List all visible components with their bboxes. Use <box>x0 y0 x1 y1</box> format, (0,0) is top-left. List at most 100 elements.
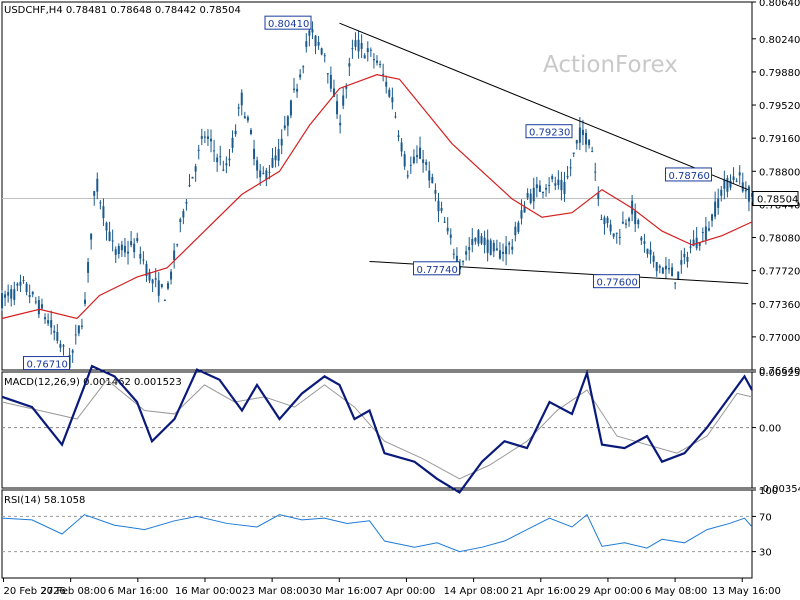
candle-body <box>692 239 695 247</box>
candle-body <box>489 240 492 256</box>
candle-body <box>711 214 714 221</box>
candle-body <box>585 132 588 145</box>
candle-body <box>465 251 468 255</box>
time-tick-label: 16 Mar 00:00 <box>175 586 242 597</box>
candle-body <box>96 178 99 192</box>
candle-body <box>127 251 130 254</box>
candle-body <box>323 55 326 57</box>
candle-body <box>609 224 612 232</box>
candle-body <box>474 237 477 242</box>
candle-body <box>640 237 643 241</box>
candle-body <box>83 299 86 304</box>
time-tick-label: 14 Apr 08:00 <box>444 586 509 597</box>
candle-body <box>431 177 434 184</box>
candle-body <box>182 211 185 218</box>
candle-body <box>332 88 335 97</box>
candle-body <box>305 41 308 47</box>
candle-body <box>139 253 142 259</box>
candle-body <box>274 155 277 161</box>
candle-body <box>16 283 19 286</box>
candle-body <box>296 88 299 92</box>
candle-body <box>751 193 753 197</box>
candle-body <box>185 202 188 204</box>
rsi-layer: 100 70 30 <box>1 486 778 559</box>
candle-body <box>391 97 394 103</box>
candle-body <box>618 236 621 238</box>
candle-body <box>572 152 575 154</box>
candle-body <box>732 176 735 181</box>
candle-body <box>661 267 664 274</box>
candle-body <box>299 74 302 78</box>
candle-body <box>47 320 50 324</box>
candle-body <box>455 255 458 265</box>
candle-body <box>243 116 246 119</box>
candle-body <box>157 280 160 296</box>
panel-frame-2 <box>1 489 753 579</box>
candle-body <box>240 92 243 106</box>
candle-body <box>382 74 385 76</box>
candle-body <box>262 172 265 174</box>
candle-body <box>28 294 31 298</box>
macd-label: MACD(12,26,9) 0.001462 0.001523 <box>4 377 182 388</box>
candle-body <box>545 187 548 190</box>
candle-body <box>289 100 292 116</box>
candle-body <box>228 158 231 161</box>
candle-body <box>302 66 305 68</box>
candle-body <box>314 35 317 47</box>
candle-body <box>434 190 437 194</box>
macd-signal-line <box>1 379 753 480</box>
candle-body <box>492 242 495 252</box>
candle-body <box>336 101 339 115</box>
candle-body <box>557 179 560 186</box>
time-tick-label: 6 May 08:00 <box>645 586 707 597</box>
candle-body <box>621 221 624 224</box>
price-tick-label: 0.77360 <box>759 300 800 311</box>
candle-body <box>581 129 584 136</box>
candle-body <box>440 208 443 211</box>
price-tick-label: 0.79880 <box>759 68 800 79</box>
candle-body <box>680 260 683 265</box>
candle-body <box>385 81 388 87</box>
candle-body <box>529 193 532 204</box>
candle-body <box>308 30 311 36</box>
candle-body <box>720 189 723 196</box>
candle-body <box>686 256 689 262</box>
candle-body <box>671 267 674 277</box>
price-tick-label: 0.80640 <box>759 0 800 9</box>
candle-body <box>74 334 77 336</box>
candle-body <box>280 138 283 146</box>
candle-body <box>62 345 65 347</box>
candle-body <box>326 73 329 75</box>
candle-body <box>698 242 701 246</box>
candle-body <box>40 304 43 309</box>
candle-body <box>93 191 96 196</box>
symbol-header: USDCHF,H4 0.78481 0.78648 0.78442 0.7850… <box>4 5 241 16</box>
candle-body <box>363 55 366 59</box>
watermark: ActionForex <box>543 52 678 78</box>
price-annotation-box <box>593 274 640 289</box>
candle-body <box>136 238 139 241</box>
candle-body <box>231 137 234 148</box>
candle-body <box>173 250 176 261</box>
candle-body <box>468 246 471 251</box>
price-tick-label: 0.77000 <box>759 333 800 344</box>
rsi-line <box>1 513 753 553</box>
candle-body <box>357 39 360 52</box>
candle-body <box>701 232 704 234</box>
candle-body <box>222 169 225 171</box>
candle-body <box>219 156 222 158</box>
candle-body <box>4 294 7 298</box>
candle-body <box>569 167 572 169</box>
candle-body <box>422 159 425 163</box>
candle-body <box>403 154 406 167</box>
candle-body <box>664 265 667 270</box>
candle-body <box>105 222 108 231</box>
candle-body <box>646 248 649 254</box>
candle-body <box>526 193 529 198</box>
time-tick-label: 29 Apr 00:00 <box>578 586 643 597</box>
candle-body <box>597 192 600 200</box>
candle-body <box>213 150 216 152</box>
candle-body <box>560 179 563 191</box>
